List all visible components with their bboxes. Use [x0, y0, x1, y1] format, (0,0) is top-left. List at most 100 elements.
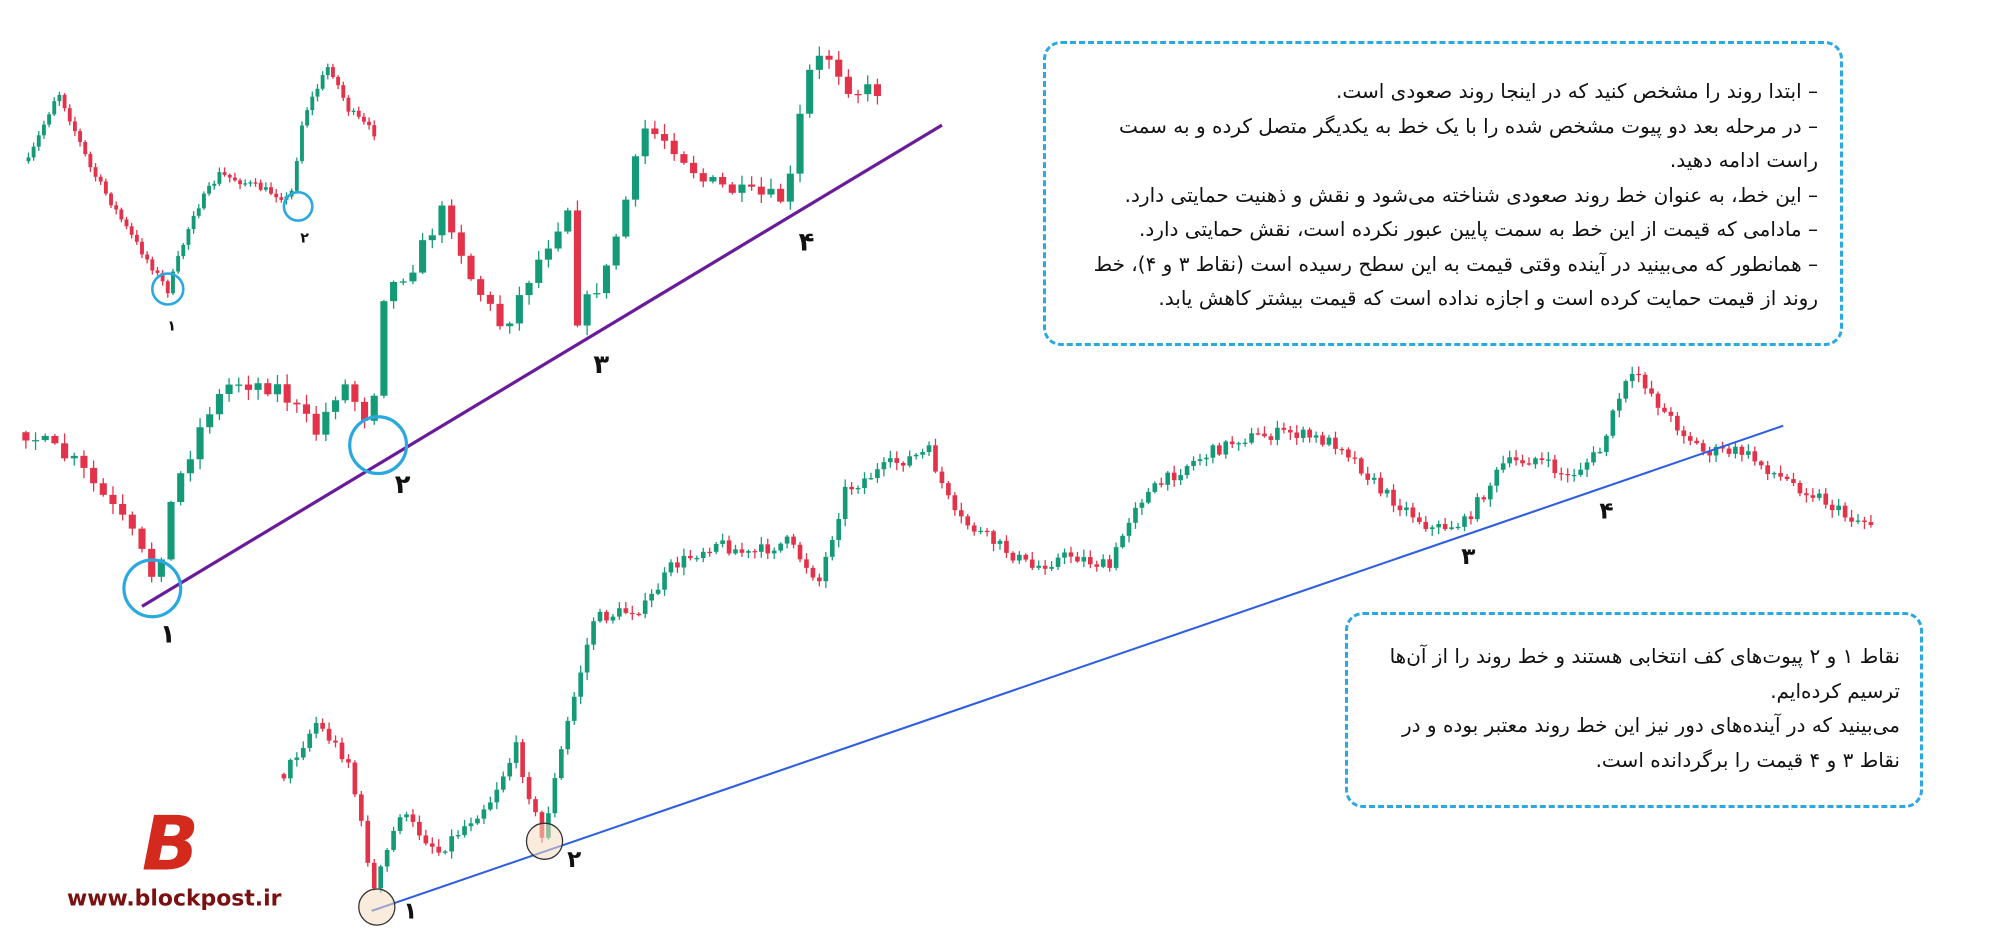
candle-part [629, 612, 635, 615]
candle-part [552, 778, 558, 814]
candle-part [62, 94, 67, 109]
candle-part [670, 140, 678, 155]
candle-part [513, 742, 519, 763]
candle-part [1204, 457, 1209, 460]
candle-part [506, 323, 514, 327]
candle-part [1694, 440, 1700, 444]
candle-part [176, 256, 181, 272]
info-line: – مادامی که قیمت از این خط به سمت پایین … [1139, 217, 1818, 241]
candle-part [1475, 497, 1480, 520]
candle-part [1707, 451, 1712, 456]
pivot-circle [358, 888, 396, 926]
candle-part [699, 173, 707, 182]
candle-part [1120, 535, 1125, 548]
candle-part [554, 231, 562, 249]
candle-part [1558, 473, 1564, 475]
candle-part [662, 572, 667, 590]
candle-part [361, 401, 369, 421]
candle-part [206, 414, 214, 428]
candle-part [610, 616, 616, 621]
candle-part [150, 259, 155, 271]
candle-part [564, 210, 572, 232]
candle-part [36, 135, 41, 147]
candle-part [333, 740, 338, 743]
candle-part [1442, 524, 1448, 530]
candle-part [488, 802, 493, 810]
candle-part [47, 114, 52, 125]
candle-part [436, 846, 442, 853]
candle-part [578, 672, 583, 697]
candle-part [1023, 554, 1029, 560]
candle-part [457, 232, 465, 256]
point-label: ۴ [799, 227, 815, 257]
candle-part [881, 462, 887, 470]
candle-part [378, 866, 384, 889]
candle-part [1449, 527, 1454, 530]
candle-part [455, 835, 461, 837]
candle-part [26, 157, 31, 162]
candle-part [1029, 559, 1035, 568]
candle-part [404, 814, 409, 818]
candle-part [128, 514, 136, 529]
candle-part [688, 555, 693, 559]
candle-part [341, 384, 349, 401]
candle-part [1597, 451, 1603, 454]
candle-part [1513, 457, 1519, 461]
candle-part [1868, 522, 1874, 525]
candle-part [361, 116, 366, 122]
candle-part [339, 742, 345, 760]
candle-part [352, 762, 358, 795]
candle-part [325, 67, 330, 76]
candle-part [1778, 473, 1783, 477]
candle-part [1346, 449, 1351, 458]
candle-part [232, 177, 237, 181]
candle-part [1113, 547, 1119, 568]
candle-part [1333, 437, 1338, 449]
candle-part [1404, 507, 1409, 511]
candle-part [991, 531, 996, 544]
candle-part [1391, 489, 1396, 506]
candle-part [1378, 477, 1383, 494]
candle-part [293, 402, 301, 405]
candle-part [565, 720, 571, 750]
candle-part [836, 518, 842, 540]
candle-part [1829, 504, 1835, 511]
candle-part [52, 101, 57, 115]
candle-part [1365, 473, 1371, 480]
candle-part [67, 108, 72, 122]
candle-part [399, 281, 407, 283]
candle-part [238, 180, 242, 185]
candle-part [1746, 451, 1751, 455]
candle-part [167, 501, 175, 560]
candle-part [263, 187, 268, 190]
point-label: ۳ [593, 350, 609, 380]
candle-part [410, 814, 416, 822]
candle-part [160, 272, 165, 282]
candle-part [448, 205, 456, 233]
candle-part [1520, 460, 1525, 464]
candle-part [939, 471, 945, 484]
summary-box: نقاط ۱ و ۲ پیوت‌های کف انتخابی هستند و خ… [1345, 612, 1923, 808]
candle-part [438, 205, 446, 236]
candle-part [558, 749, 564, 779]
candle-part [1107, 559, 1112, 568]
candle-part [1668, 411, 1674, 416]
candle-part [660, 134, 669, 141]
candle-part [1546, 459, 1551, 461]
candle-part [844, 76, 852, 94]
candle-part [1855, 520, 1861, 522]
candle-part [134, 234, 139, 242]
candle-part [83, 141, 88, 155]
candle-part [384, 849, 390, 867]
candle-part [165, 281, 170, 294]
candle-part [1042, 565, 1048, 569]
candle-part [1229, 441, 1235, 445]
candle-part [32, 440, 40, 442]
candle-part [222, 172, 227, 175]
candle-part [1487, 485, 1493, 500]
candle-part [315, 88, 320, 97]
candle-part [642, 600, 648, 614]
candle-part [855, 488, 861, 490]
